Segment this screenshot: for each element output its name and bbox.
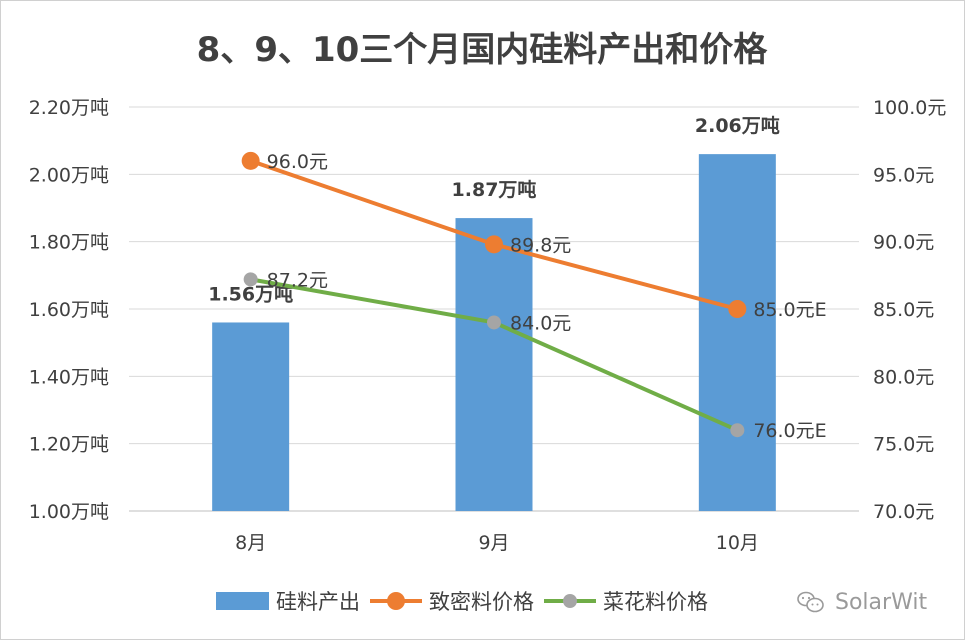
left-tick-label: 1.00万吨 xyxy=(29,501,109,523)
legend-marker xyxy=(563,594,577,608)
line-marker xyxy=(487,315,501,330)
category-label: 10月 xyxy=(716,532,759,554)
left-tick-label: 2.00万吨 xyxy=(29,164,109,186)
right-tick-label: 85.0元 xyxy=(873,299,934,321)
left-tick-label: 1.40万吨 xyxy=(29,366,109,388)
wechat-icon xyxy=(797,591,824,613)
bar xyxy=(698,154,776,511)
category-label: 9月 xyxy=(478,532,509,554)
line-marker xyxy=(728,300,747,318)
bar xyxy=(212,322,290,511)
bar-data-label: 1.87万吨 xyxy=(452,178,537,201)
watermark: SolarWit xyxy=(797,590,927,615)
right-tick-label: 100.0元 xyxy=(873,97,946,119)
legend-marker xyxy=(387,592,405,610)
lines: 96.0元 89.8元 85.0元E 87.2元 84.0元 76.0元E xyxy=(241,151,827,442)
category-label: 8月 xyxy=(235,532,266,554)
line-marker xyxy=(485,235,503,254)
left-tick-label: 1.20万吨 xyxy=(29,434,109,456)
bar xyxy=(455,218,533,511)
line-data-label: 84.0元 xyxy=(510,312,571,334)
chart-title: 8、9、10三个月国内硅料产出和价格 xyxy=(197,30,769,70)
line-marker xyxy=(730,423,745,438)
line-data-label: 96.0元 xyxy=(267,151,328,173)
legend-label: 菜花料价格 xyxy=(603,590,708,614)
left-tick-label: 2.20万吨 xyxy=(29,97,109,119)
watermark-text: SolarWit xyxy=(835,590,927,615)
left-tick-label: 1.80万吨 xyxy=(29,232,109,254)
legend-label: 硅料产出 xyxy=(276,590,360,614)
legend-label: 致密料价格 xyxy=(429,590,534,614)
line-marker xyxy=(241,151,260,170)
left-axis: 1.00万吨 1.20万吨 1.40万吨 1.60万吨 1.80万吨 2.00万吨 2.20… xyxy=(29,97,109,523)
left-tick-label: 1.60万吨 xyxy=(29,299,109,321)
line-data-label: 85.0元E xyxy=(753,299,826,321)
line-data-label: 87.2元 xyxy=(267,269,328,291)
right-axis: 70.0元 75.0元 80.0元 85.0元 90.0元 95.0元 100.0元 xyxy=(873,97,946,523)
legend-swatch xyxy=(216,592,269,610)
right-tick-label: 95.0元 xyxy=(873,164,934,186)
right-tick-label: 80.0元 xyxy=(873,366,934,388)
line-marker xyxy=(243,272,258,287)
line-data-label: 76.0元E xyxy=(753,420,826,442)
bar-data-label: 1.56万吨 xyxy=(208,282,293,305)
right-tick-label: 90.0元 xyxy=(873,232,934,254)
right-tick-label: 70.0元 xyxy=(873,501,934,523)
line-data-label: 89.8元 xyxy=(510,234,571,256)
bars: 1.56万吨 1.87万吨 2.06万吨 xyxy=(208,114,780,511)
right-tick-label: 75.0元 xyxy=(873,434,934,456)
legend: 硅料产出 致密料价格 菜花料价格 xyxy=(216,590,708,614)
bar-data-label: 2.06万吨 xyxy=(695,114,780,137)
x-axis: 8月 9月 10月 xyxy=(235,532,759,554)
